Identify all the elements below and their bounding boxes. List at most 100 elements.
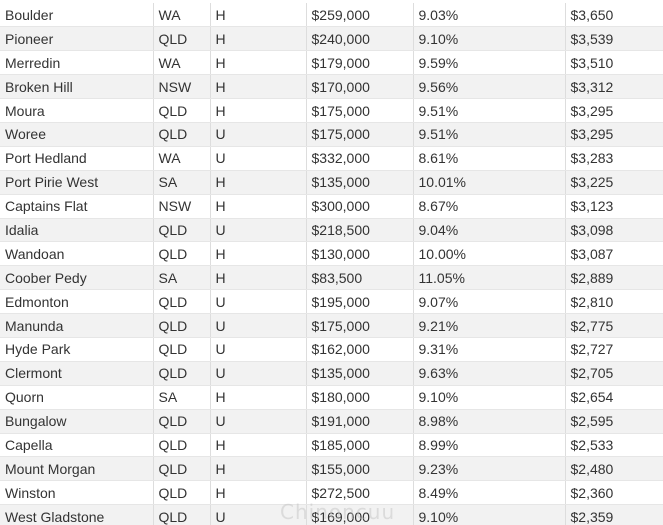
state-cell: SA	[153, 385, 211, 410]
state-cell: WA	[153, 50, 211, 76]
suburb-cell: Hyde Park	[0, 337, 154, 362]
yield-cell: 9.51%	[413, 98, 566, 123]
income-cell: $2,727	[565, 337, 663, 362]
price-cell: $272,500	[306, 480, 414, 506]
income-cell: $2,533	[565, 433, 663, 458]
state-cell: QLD	[153, 456, 211, 482]
table-row: Quorn SA H $180,000 9.10% $2,654	[0, 385, 663, 410]
table-row: Coober Pedy SA H $83,500 11.05% $2,889	[0, 265, 663, 291]
table-row: Port Pirie West SA H $135,000 10.01% $3,225	[0, 170, 663, 195]
yield-cell: 8.67%	[413, 194, 566, 219]
suburb-cell: Edmonton	[0, 289, 154, 315]
yield-cell: 9.59%	[413, 50, 566, 76]
rental-yield-table: Boulder WA H $259,000 9.03% $3,650 Pioneer QLD H…	[0, 3, 663, 525]
type-cell: H	[210, 385, 307, 410]
yield-cell: 9.23%	[413, 456, 566, 482]
price-cell: $179,000	[306, 50, 414, 76]
price-cell: $155,000	[306, 456, 414, 482]
yield-cell: 9.03%	[413, 3, 566, 28]
price-cell: $259,000	[306, 3, 414, 28]
state-cell: QLD	[153, 313, 211, 338]
type-cell: H	[210, 194, 307, 219]
suburb-cell: Boulder	[0, 3, 154, 28]
income-cell: $2,480	[565, 456, 663, 482]
state-cell: QLD	[153, 289, 211, 315]
type-cell: U	[210, 289, 307, 315]
type-cell: H	[210, 170, 307, 195]
income-cell: $2,595	[565, 409, 663, 434]
price-cell: $83,500	[306, 265, 414, 291]
yield-cell: 10.00%	[413, 241, 566, 267]
yield-cell: 9.21%	[413, 313, 566, 338]
state-cell: QLD	[153, 337, 211, 362]
price-cell: $300,000	[306, 194, 414, 219]
table-row: West Gladstone QLD U $169,000 9.10% $2,359	[0, 504, 663, 525]
price-cell: $175,000	[306, 313, 414, 338]
state-cell: QLD	[153, 409, 211, 434]
state-cell: QLD	[153, 26, 211, 52]
suburb-cell: Clermont	[0, 361, 154, 386]
yield-cell: 9.10%	[413, 385, 566, 410]
type-cell: H	[210, 26, 307, 52]
suburb-cell: Bungalow	[0, 409, 154, 434]
price-cell: $175,000	[306, 122, 414, 147]
table-row: Idalia QLD U $218,500 9.04% $3,098	[0, 218, 663, 243]
yield-cell: 10.01%	[413, 170, 566, 195]
price-cell: $130,000	[306, 241, 414, 267]
income-cell: $3,295	[565, 122, 663, 147]
suburb-cell: Port Hedland	[0, 146, 154, 171]
type-cell: U	[210, 409, 307, 434]
income-cell: $2,360	[565, 480, 663, 506]
type-cell: U	[210, 146, 307, 171]
table-row: Boulder WA H $259,000 9.03% $3,650	[0, 3, 663, 28]
price-cell: $135,000	[306, 361, 414, 386]
yield-cell: 9.07%	[413, 289, 566, 315]
state-cell: QLD	[153, 504, 211, 525]
state-cell: QLD	[153, 241, 211, 267]
suburb-cell: Mount Morgan	[0, 456, 154, 482]
state-cell: QLD	[153, 122, 211, 147]
price-cell: $191,000	[306, 409, 414, 434]
type-cell: H	[210, 265, 307, 291]
yield-cell: 8.61%	[413, 146, 566, 171]
suburb-cell: Merredin	[0, 50, 154, 76]
state-cell: QLD	[153, 98, 211, 123]
type-cell: U	[210, 504, 307, 525]
yield-cell: 9.10%	[413, 504, 566, 525]
income-cell: $3,087	[565, 241, 663, 267]
income-cell: $2,810	[565, 289, 663, 315]
price-cell: $180,000	[306, 385, 414, 410]
table-row: Clermont QLD U $135,000 9.63% $2,705	[0, 361, 663, 386]
income-cell: $2,654	[565, 385, 663, 410]
type-cell: H	[210, 3, 307, 28]
income-cell: $3,295	[565, 98, 663, 123]
type-cell: H	[210, 98, 307, 123]
income-cell: $3,123	[565, 194, 663, 219]
type-cell: U	[210, 337, 307, 362]
suburb-cell: Broken Hill	[0, 74, 154, 100]
price-cell: $175,000	[306, 98, 414, 123]
type-cell: H	[210, 480, 307, 506]
table-row: Woree QLD U $175,000 9.51% $3,295	[0, 122, 663, 147]
yield-cell: 8.99%	[413, 433, 566, 458]
table-row: Edmonton QLD U $195,000 9.07% $2,810	[0, 289, 663, 315]
income-cell: $2,889	[565, 265, 663, 291]
income-cell: $2,705	[565, 361, 663, 386]
type-cell: H	[210, 433, 307, 458]
price-cell: $170,000	[306, 74, 414, 100]
table-row: Capella QLD H $185,000 8.99% $2,533	[0, 433, 663, 458]
type-cell: H	[210, 456, 307, 482]
income-cell: $2,359	[565, 504, 663, 525]
table-row: Winston QLD H $272,500 8.49% $2,360	[0, 480, 663, 506]
suburb-cell: West Gladstone	[0, 504, 154, 525]
suburb-cell: Manunda	[0, 313, 154, 338]
price-cell: $332,000	[306, 146, 414, 171]
yield-cell: 9.10%	[413, 26, 566, 52]
table-row: Broken Hill NSW H $170,000 9.56% $3,312	[0, 74, 663, 100]
price-cell: $135,000	[306, 170, 414, 195]
state-cell: WA	[153, 3, 211, 28]
table-row: Port Hedland WA U $332,000 8.61% $3,283	[0, 146, 663, 171]
state-cell: QLD	[153, 433, 211, 458]
suburb-cell: Pioneer	[0, 26, 154, 52]
price-cell: $185,000	[306, 433, 414, 458]
